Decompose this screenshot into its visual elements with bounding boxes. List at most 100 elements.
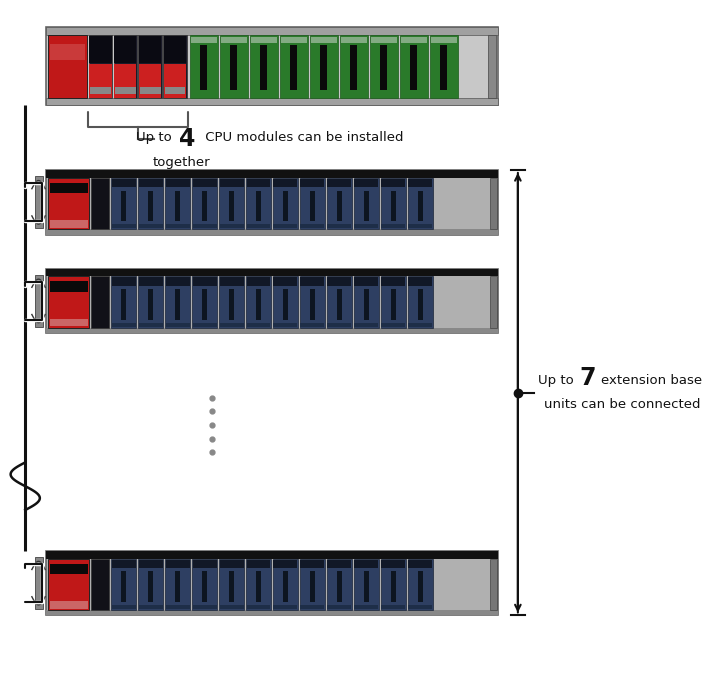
Bar	[300, 179, 325, 187]
Bar	[230, 45, 237, 90]
Bar	[246, 558, 271, 610]
Bar	[221, 37, 248, 43]
Bar	[280, 35, 308, 98]
Bar	[379, 45, 387, 90]
Bar	[490, 558, 497, 610]
Bar	[47, 328, 498, 333]
Bar	[47, 551, 498, 558]
Bar	[191, 37, 217, 43]
Bar	[48, 35, 87, 98]
Bar	[220, 560, 243, 568]
Bar	[381, 276, 406, 328]
Bar	[47, 610, 498, 615]
Bar	[139, 277, 163, 286]
Bar	[310, 571, 315, 602]
Bar	[300, 605, 325, 609]
Bar	[274, 605, 297, 609]
Bar	[364, 190, 369, 222]
Bar	[274, 179, 297, 187]
Bar	[381, 605, 405, 609]
Bar	[35, 177, 43, 228]
Bar	[246, 560, 271, 568]
Bar	[193, 277, 217, 286]
Bar	[175, 571, 180, 602]
Text: extension base: extension base	[601, 374, 702, 387]
Bar	[202, 571, 207, 602]
Bar	[281, 37, 307, 43]
Bar	[381, 177, 406, 229]
Bar	[354, 277, 378, 286]
Bar	[112, 179, 136, 187]
Bar	[364, 289, 369, 320]
Bar	[112, 277, 136, 286]
Bar	[251, 37, 277, 43]
Bar	[166, 560, 189, 568]
Bar	[47, 551, 498, 615]
Text: together: together	[153, 156, 210, 169]
Bar	[354, 179, 378, 187]
Bar	[192, 276, 217, 328]
Bar	[47, 170, 498, 235]
Bar	[340, 35, 368, 98]
Bar	[490, 177, 497, 229]
Bar	[139, 323, 163, 327]
Bar	[220, 277, 243, 286]
Bar	[391, 571, 396, 602]
Bar	[381, 179, 405, 187]
Bar	[273, 276, 298, 328]
Bar	[50, 220, 88, 228]
Bar	[89, 64, 112, 98]
Bar	[175, 190, 180, 222]
Bar	[371, 37, 397, 43]
Bar	[354, 558, 379, 610]
Bar	[408, 179, 432, 187]
Bar	[229, 571, 234, 602]
Bar	[164, 35, 186, 63]
Bar	[89, 35, 112, 63]
Bar	[354, 605, 378, 609]
Bar	[164, 64, 186, 98]
Bar	[381, 224, 405, 228]
Bar	[193, 224, 217, 228]
Bar	[328, 277, 351, 286]
Bar	[256, 571, 261, 602]
Bar	[114, 35, 137, 63]
Bar	[283, 190, 288, 222]
Bar	[274, 323, 297, 327]
Bar	[114, 64, 137, 98]
Bar	[300, 224, 325, 228]
Bar	[220, 323, 243, 327]
Bar	[364, 571, 369, 602]
Bar	[300, 558, 325, 610]
Bar	[328, 224, 351, 228]
Bar	[229, 190, 234, 222]
Bar	[200, 45, 207, 90]
Bar	[381, 560, 405, 568]
Bar	[408, 558, 433, 610]
Bar	[148, 289, 153, 320]
Bar	[337, 571, 342, 602]
Bar	[138, 35, 162, 98]
Bar	[219, 558, 244, 610]
Text: CPU modules can be installed: CPU modules can be installed	[201, 131, 404, 143]
Bar	[337, 190, 342, 222]
Bar	[193, 323, 217, 327]
Bar	[274, 277, 297, 286]
Bar	[50, 564, 88, 574]
Bar	[48, 558, 89, 610]
Bar	[310, 289, 315, 320]
Bar	[112, 560, 136, 568]
Bar	[47, 27, 498, 105]
Bar	[354, 224, 378, 228]
Bar	[91, 558, 109, 610]
Bar	[246, 323, 271, 327]
Bar	[193, 605, 217, 609]
Bar	[165, 177, 190, 229]
Bar	[350, 45, 356, 90]
Bar	[112, 323, 136, 327]
Bar	[138, 177, 163, 229]
Bar	[256, 289, 261, 320]
Bar	[47, 170, 498, 177]
Bar	[115, 87, 136, 95]
Bar	[273, 177, 298, 229]
